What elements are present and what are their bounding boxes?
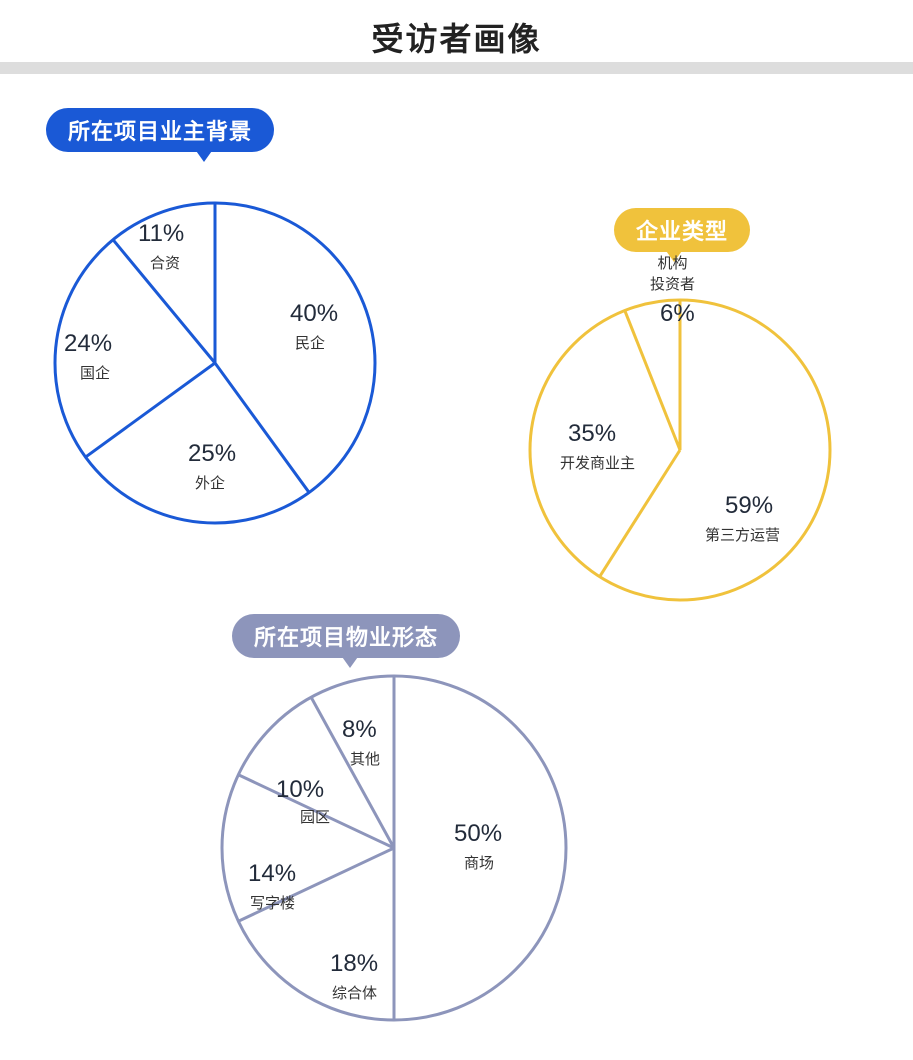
owner-background-sub-label: 外企 bbox=[195, 472, 225, 493]
property-type-pct-label: 10% bbox=[276, 776, 324, 804]
property-type-sub-label: 其他 bbox=[350, 748, 380, 769]
enterprise-type-pill: 企业类型 bbox=[614, 208, 750, 252]
page-title: 受访者画像 bbox=[0, 14, 913, 60]
enterprise-type-pct-label: 6% bbox=[660, 300, 695, 328]
enterprise-type-sub-label: 开发商业主 bbox=[560, 452, 635, 473]
property-type-sub-label: 园区 bbox=[300, 806, 330, 827]
property-type-sub-label: 综合体 bbox=[332, 982, 377, 1003]
owner-background-pill-pointer-icon bbox=[194, 148, 214, 162]
property-type-pct-label: 8% bbox=[342, 716, 377, 744]
owner-background-sub-label: 国企 bbox=[80, 362, 110, 383]
enterprise-type-pie bbox=[526, 296, 834, 604]
property-type-sub-label: 写字楼 bbox=[250, 892, 295, 913]
enterprise-type-pct-label: 35% bbox=[568, 420, 616, 448]
owner-background-pct-label: 25% bbox=[188, 440, 236, 468]
enterprise-type-pct-label: 59% bbox=[725, 492, 773, 520]
owner-background-sub-label: 合资 bbox=[150, 252, 180, 273]
owner-background-pct-label: 40% bbox=[290, 300, 338, 328]
owner-background-sub-label: 民企 bbox=[295, 332, 325, 353]
enterprise-type-sub-label: 机构 投资者 bbox=[650, 252, 695, 294]
title-underline bbox=[0, 62, 913, 74]
enterprise-type-sub-label: 第三方运营 bbox=[705, 524, 780, 545]
property-type-pill-pointer-icon bbox=[340, 654, 360, 668]
property-type-pct-label: 14% bbox=[248, 860, 296, 888]
property-type-sub-label: 商场 bbox=[464, 852, 494, 873]
property-type-pct-label: 18% bbox=[330, 950, 378, 978]
property-type-pill: 所在项目物业形态 bbox=[232, 614, 460, 658]
owner-background-pct-label: 11% bbox=[138, 220, 184, 248]
property-type-pct-label: 50% bbox=[454, 820, 502, 848]
owner-background-pill: 所在项目业主背景 bbox=[46, 108, 274, 152]
owner-background-pct-label: 24% bbox=[64, 330, 112, 358]
property-type-pie bbox=[218, 672, 570, 1024]
